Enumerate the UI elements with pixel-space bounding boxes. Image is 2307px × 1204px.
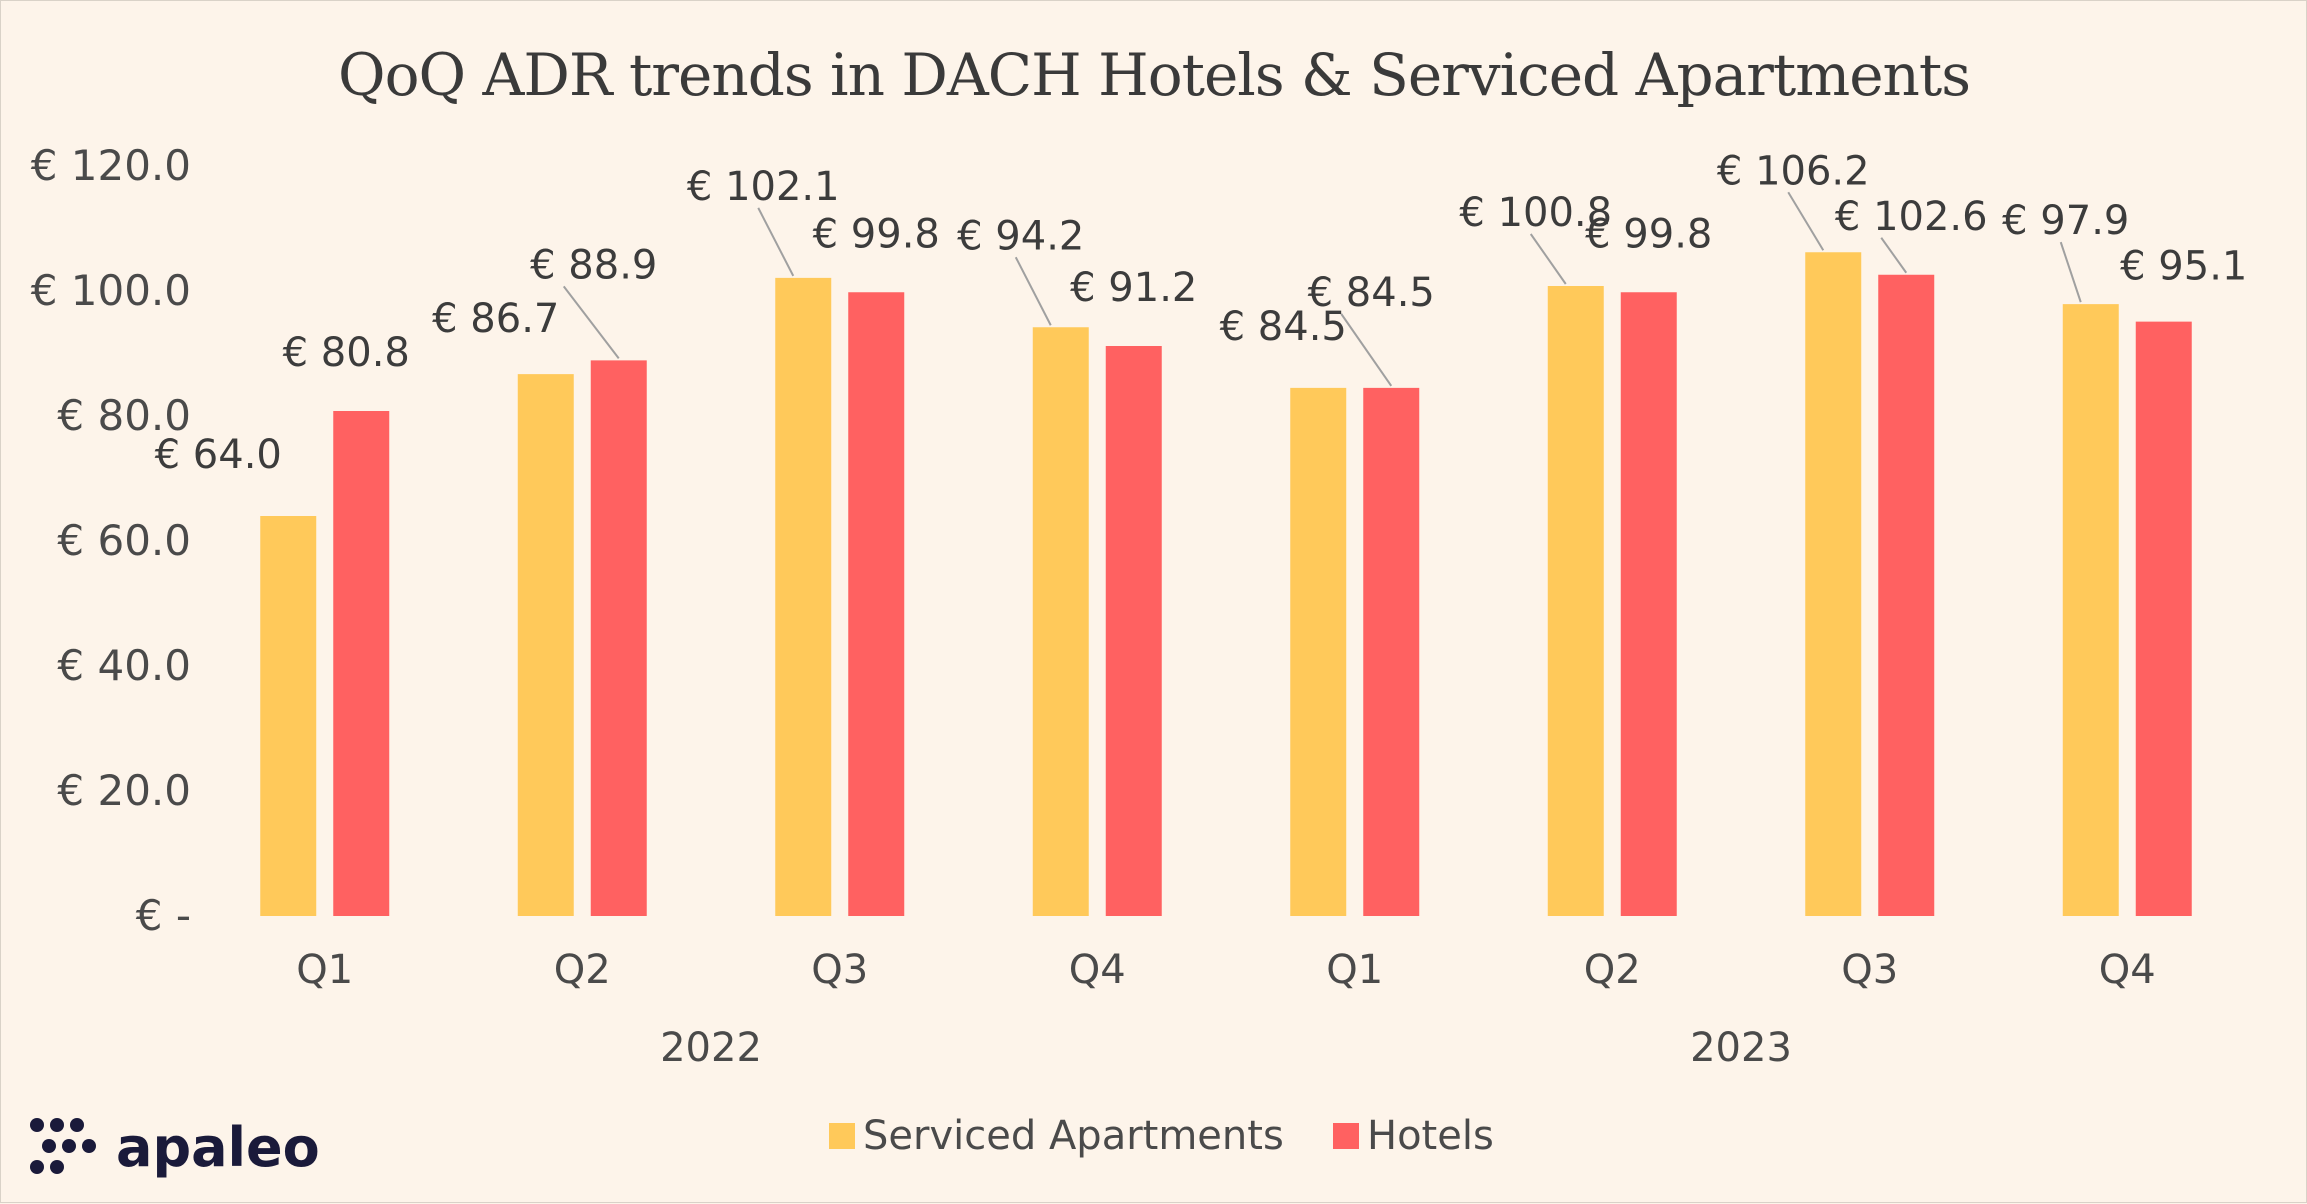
- data-label-leader-line: [1531, 234, 1566, 284]
- data-label-leader-line: [2061, 242, 2081, 302]
- bar-hotels: [1621, 292, 1677, 916]
- x-tick-label: Q1: [1326, 947, 1383, 993]
- data-label: € 106.2: [1717, 148, 1870, 194]
- x-group-label: 2023: [1690, 1025, 1792, 1071]
- data-label: € 102.1: [687, 164, 840, 210]
- x-tick-label: Q3: [811, 947, 868, 993]
- bar-serviced-apartments: [1805, 252, 1861, 916]
- bar-chart: QoQ ADR trends in DACH Hotels & Serviced…: [1, 1, 2307, 1204]
- y-tick-label: € 40.0: [57, 641, 191, 690]
- legend-label-hotels: Hotels: [1367, 1113, 1494, 1159]
- x-tick-label: Q2: [554, 947, 611, 993]
- x-tick-label: Q2: [1584, 947, 1641, 993]
- bar-serviced-apartments: [1290, 388, 1346, 916]
- logo-dot: [62, 1139, 76, 1153]
- bar-serviced-apartments: [518, 374, 574, 916]
- logo-dot: [50, 1118, 64, 1132]
- data-label-leader-line: [758, 208, 793, 276]
- data-label: € 94.2: [957, 213, 1084, 259]
- bar-hotels: [2136, 322, 2192, 916]
- y-axis: € -€ 20.0€ 40.0€ 60.0€ 80.0€ 100.0€ 120.…: [31, 141, 191, 940]
- logo-dot: [42, 1139, 56, 1153]
- data-label: € 99.8: [1585, 211, 1712, 257]
- data-label: € 84.5: [1308, 270, 1435, 316]
- logo-icon: [30, 1118, 96, 1174]
- data-label: € 80.8: [283, 330, 410, 376]
- y-tick-label: € 100.0: [31, 266, 191, 315]
- y-tick-label: € 60.0: [57, 516, 191, 565]
- y-tick-label: € 120.0: [31, 141, 191, 190]
- logo-dot: [30, 1118, 44, 1132]
- bar-serviced-apartments: [775, 278, 831, 916]
- bar-hotels: [1363, 388, 1419, 916]
- data-label: € 86.7: [432, 296, 559, 342]
- x-tick-label: Q3: [1841, 947, 1898, 993]
- legend: Serviced Apartments Hotels: [829, 1113, 1494, 1159]
- x-tick-label: Q4: [1069, 947, 1126, 993]
- x-tick-label: Q1: [296, 947, 353, 993]
- x-axis: Q1 Q2 Q3 Q4 Q1 Q2 Q3 Q4 2022 2023: [296, 947, 2155, 1071]
- logo-dot: [70, 1118, 84, 1132]
- data-label: € 91.2: [1070, 265, 1197, 311]
- data-label-leader-line: [1788, 192, 1823, 250]
- bar-serviced-apartments: [260, 516, 316, 916]
- chart-title: QoQ ADR trends in DACH Hotels & Serviced…: [338, 41, 1970, 109]
- legend-label-serviced-apartments: Serviced Apartments: [863, 1113, 1284, 1159]
- chart-frame: QoQ ADR trends in DACH Hotels & Serviced…: [0, 0, 2307, 1203]
- data-label: € 64.0: [155, 432, 282, 478]
- logo-dot: [50, 1160, 64, 1174]
- data-label: € 97.9: [2002, 198, 2129, 244]
- bar-serviced-apartments: [1033, 327, 1089, 916]
- logo-dot: [30, 1160, 44, 1174]
- data-label: € 95.1: [2120, 244, 2247, 290]
- bars: [260, 252, 2192, 916]
- bar-hotels: [591, 360, 647, 916]
- bar-hotels: [1106, 346, 1162, 916]
- x-tick-label: Q4: [2099, 947, 2156, 993]
- data-label: € 102.6: [1835, 194, 1988, 240]
- data-label-leader-line: [1881, 238, 1906, 273]
- data-label-leader-line: [1016, 257, 1051, 325]
- bar-hotels: [848, 292, 904, 916]
- data-label: € 88.9: [530, 242, 657, 288]
- apaleo-logo: apaleo: [30, 1116, 320, 1179]
- data-label: € 99.8: [813, 211, 940, 257]
- bar-serviced-apartments: [2063, 304, 2119, 916]
- logo-dot: [82, 1139, 96, 1153]
- legend-swatch-serviced-apartments: [829, 1123, 855, 1149]
- bar-hotels: [333, 411, 389, 916]
- data-label-leader-line: [1341, 314, 1391, 386]
- legend-swatch-hotels: [1333, 1123, 1359, 1149]
- y-tick-label: € 20.0: [57, 766, 191, 815]
- y-tick-label: € -: [136, 891, 191, 940]
- data-label-leader-line: [564, 286, 619, 358]
- bar-serviced-apartments: [1548, 286, 1604, 916]
- bar-hotels: [1878, 275, 1934, 916]
- logo-text: apaleo: [116, 1116, 320, 1179]
- x-group-label: 2022: [660, 1025, 762, 1071]
